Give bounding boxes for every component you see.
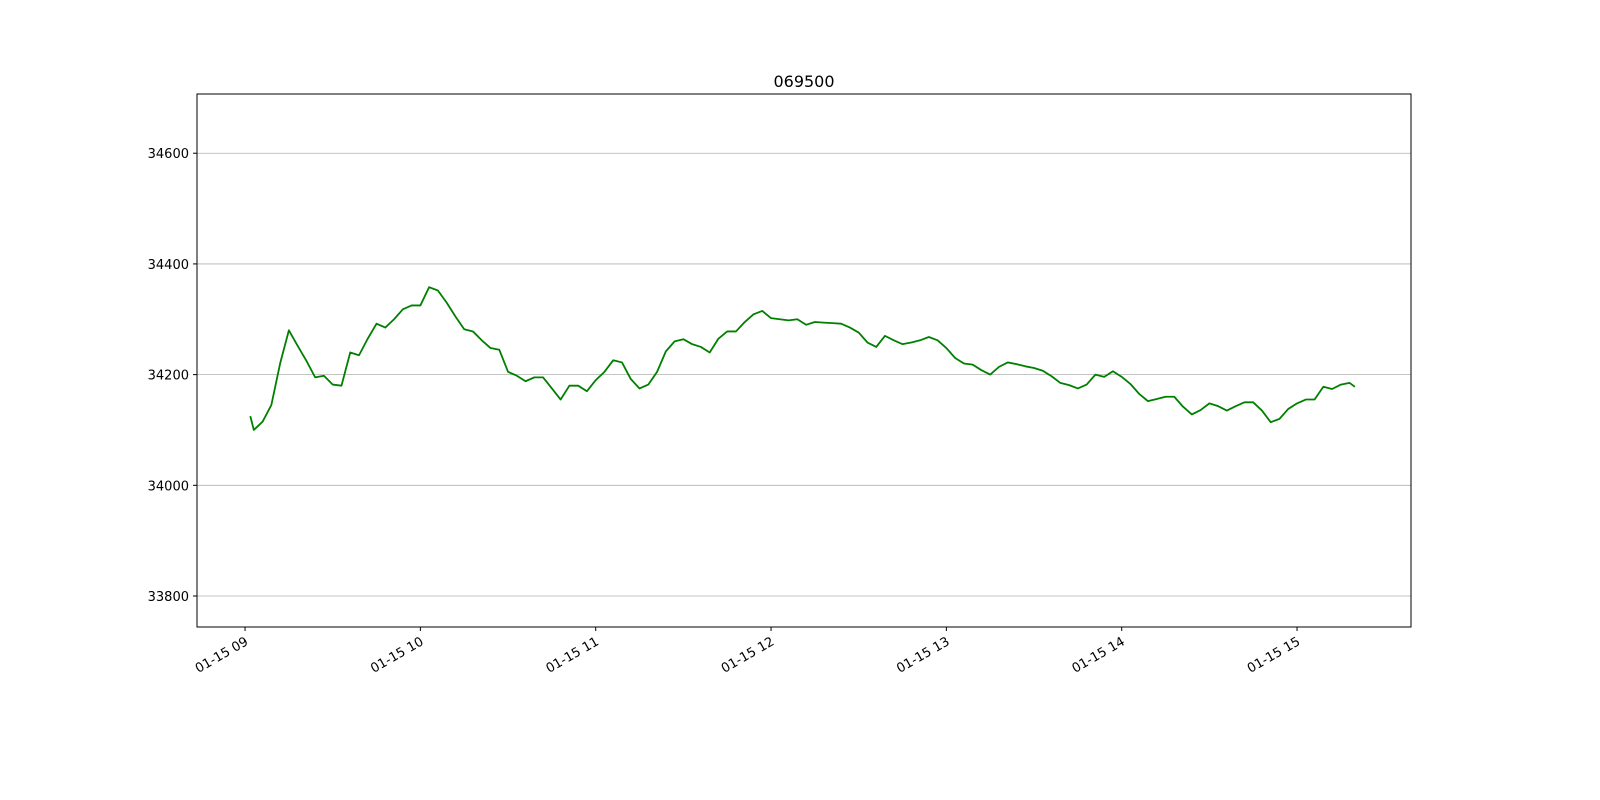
y-tick-label: 33800 bbox=[148, 590, 189, 605]
price-line bbox=[249, 286, 1356, 431]
y-tick-label: 34000 bbox=[148, 479, 189, 494]
y-tick-label: 34200 bbox=[148, 369, 189, 384]
y-tick-label: 34600 bbox=[148, 147, 189, 162]
chart-title: 069500 bbox=[773, 72, 834, 91]
y-tick-label: 34400 bbox=[148, 258, 189, 273]
plot-frame bbox=[196, 93, 1412, 628]
